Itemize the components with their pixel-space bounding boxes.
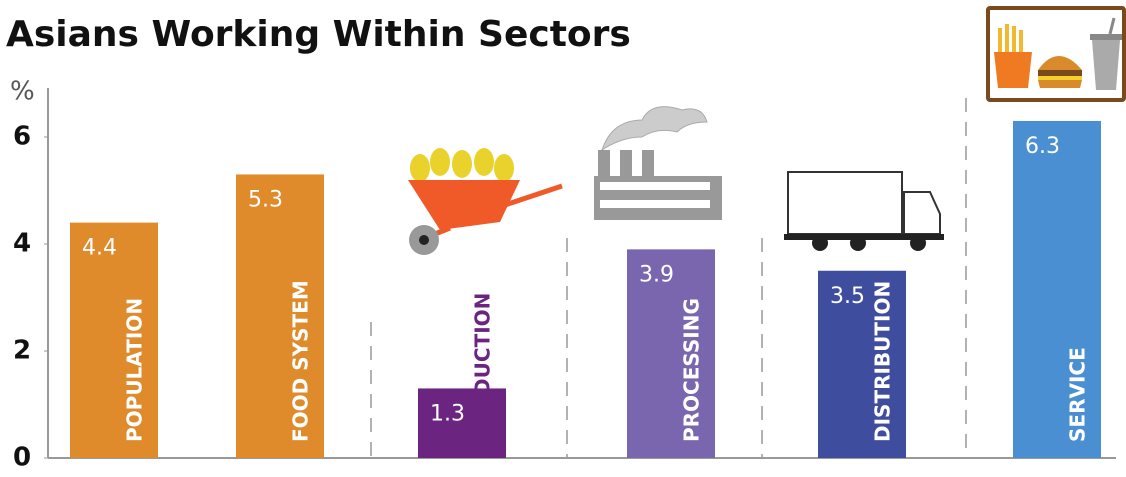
bar: [236, 174, 324, 458]
category-label: POPULATION: [123, 298, 147, 442]
truck-icon: [784, 171, 944, 251]
y-tick-label: 4: [13, 229, 31, 259]
category-label: DISTRIBUTION: [871, 281, 895, 442]
separators: [370, 98, 967, 458]
bar: [1013, 120, 1101, 458]
value-label: 4.4: [82, 236, 117, 261]
y-tick-label: 2: [13, 336, 31, 366]
factory-icon: [594, 106, 722, 220]
y-tick-label: 6: [13, 122, 31, 152]
category-label: PRODUCTION: [471, 293, 495, 442]
y-axis-label: %: [10, 77, 35, 107]
chart-title: Asians Working Within Sectors: [6, 14, 631, 55]
bar: [70, 222, 158, 458]
food-icon: [986, 6, 1126, 102]
category-label: FOOD SYSTEM: [289, 280, 313, 442]
value-label: 5.3: [248, 187, 283, 212]
category-label: PROCESSING: [680, 298, 704, 442]
value-label: 6.3: [1025, 134, 1060, 159]
category-label: SERVICE: [1066, 347, 1090, 442]
bar: [418, 388, 506, 458]
wheelbarrow-icon: [408, 148, 563, 255]
bar: [627, 249, 715, 458]
value-label: 3.5: [830, 284, 865, 309]
y-tick-label: 0: [13, 443, 31, 473]
value-label: 3.9: [639, 262, 674, 287]
bar: [818, 270, 906, 458]
value-label: 1.3: [430, 401, 465, 426]
